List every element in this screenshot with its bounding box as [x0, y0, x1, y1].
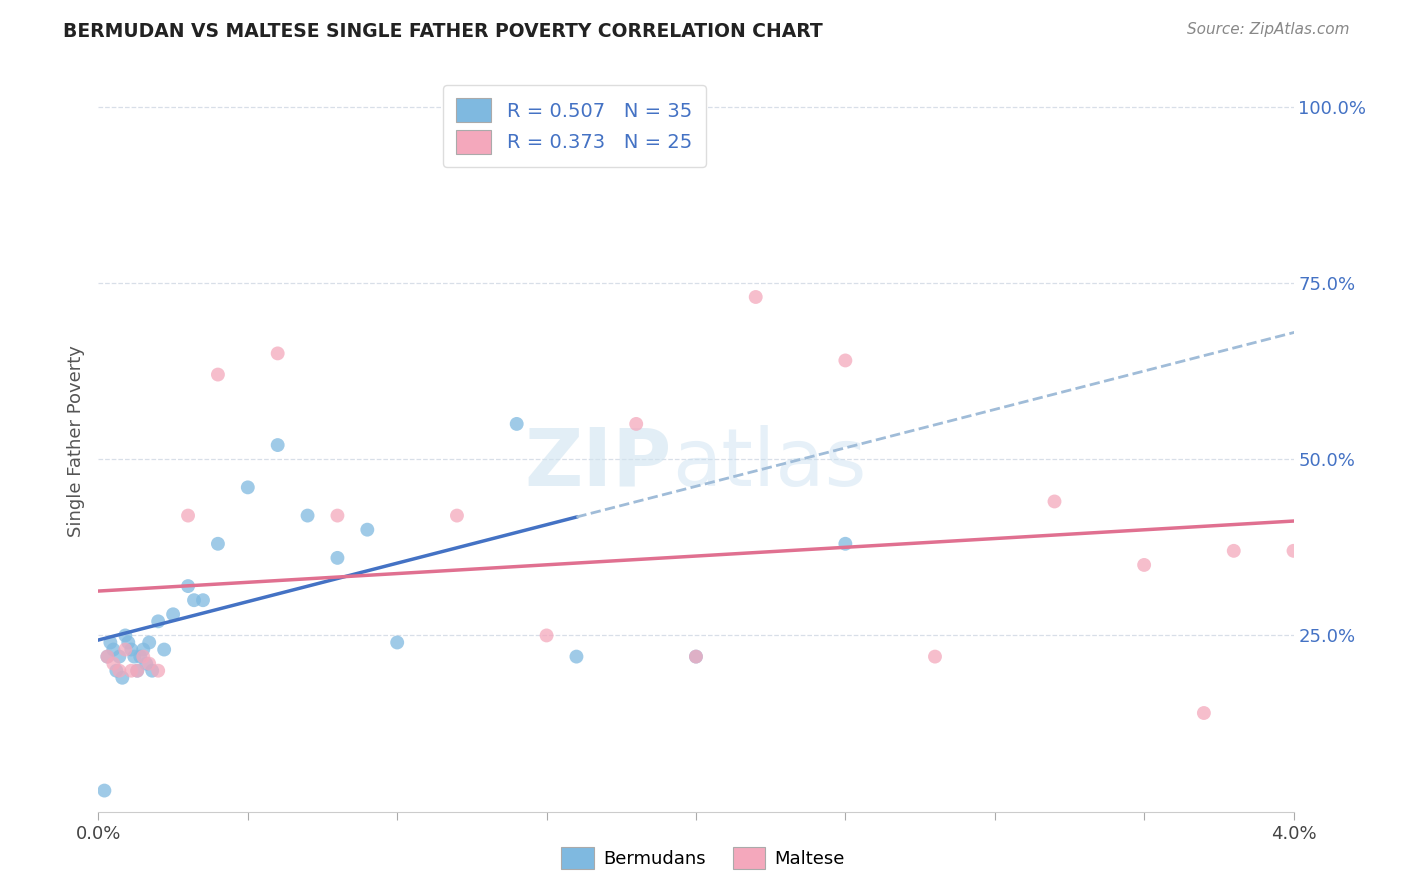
- Point: [1282, 544, 1305, 558]
- Point: [93, 783, 115, 797]
- Point: [96, 649, 118, 664]
- Point: [385, 635, 409, 649]
- Text: ZIP: ZIP: [524, 425, 672, 503]
- Point: [745, 290, 768, 304]
- Point: [108, 664, 131, 678]
- Point: [162, 607, 184, 622]
- Point: [446, 135, 468, 149]
- Point: [177, 579, 200, 593]
- Point: [834, 353, 856, 368]
- Point: [120, 642, 142, 657]
- Point: [1043, 494, 1066, 508]
- Point: [1223, 544, 1246, 558]
- Text: BERMUDAN VS MALTESE SINGLE FATHER POVERTY CORRELATION CHART: BERMUDAN VS MALTESE SINGLE FATHER POVERT…: [63, 22, 823, 41]
- Point: [236, 480, 259, 494]
- Point: [207, 368, 229, 382]
- Point: [1192, 706, 1215, 720]
- Point: [103, 657, 125, 671]
- Point: [356, 523, 378, 537]
- Y-axis label: Single Father Poverty: Single Father Poverty: [66, 345, 84, 538]
- Point: [834, 537, 856, 551]
- Point: [135, 657, 157, 671]
- Point: [108, 649, 131, 664]
- Point: [326, 550, 349, 565]
- Point: [114, 628, 136, 642]
- Point: [129, 649, 152, 664]
- Point: [120, 664, 142, 678]
- Point: [183, 593, 205, 607]
- Point: [685, 649, 707, 664]
- Point: [111, 671, 134, 685]
- Point: [177, 508, 200, 523]
- Point: [506, 417, 529, 431]
- Point: [105, 664, 128, 678]
- Point: [565, 649, 588, 664]
- Point: [924, 649, 946, 664]
- Point: [124, 649, 146, 664]
- Point: [297, 508, 319, 523]
- Point: [207, 537, 229, 551]
- Point: [132, 649, 155, 664]
- Text: atlas: atlas: [672, 425, 866, 503]
- Point: [96, 649, 118, 664]
- Point: [326, 508, 349, 523]
- Point: [685, 649, 707, 664]
- Point: [132, 642, 155, 657]
- Point: [446, 508, 468, 523]
- Point: [267, 438, 290, 452]
- Point: [98, 635, 122, 649]
- Point: [127, 664, 149, 678]
- Point: [114, 642, 136, 657]
- Point: [148, 664, 170, 678]
- Point: [148, 615, 170, 629]
- Point: [626, 417, 648, 431]
- Text: Source: ZipAtlas.com: Source: ZipAtlas.com: [1187, 22, 1350, 37]
- Point: [191, 593, 214, 607]
- Point: [103, 642, 125, 657]
- Point: [138, 635, 160, 649]
- Point: [536, 628, 558, 642]
- Legend: Bermudans, Maltese: Bermudans, Maltese: [553, 838, 853, 879]
- Point: [1133, 558, 1156, 572]
- Legend: R = 0.507   N = 35, R = 0.373   N = 25: R = 0.507 N = 35, R = 0.373 N = 25: [443, 85, 706, 167]
- Point: [138, 657, 160, 671]
- Point: [127, 664, 149, 678]
- Point: [117, 635, 139, 649]
- Point: [267, 346, 290, 360]
- Point: [153, 642, 176, 657]
- Point: [141, 664, 163, 678]
